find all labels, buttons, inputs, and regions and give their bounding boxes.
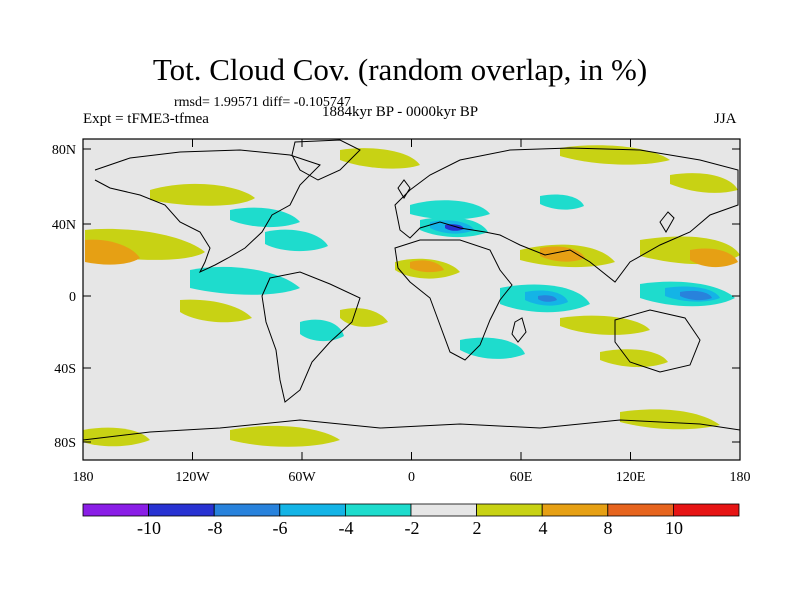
colorbar-box [344,503,412,517]
colorbar-label: -2 [405,518,420,538]
lat-tick-label: 80N [52,143,76,158]
coast-uk [397,179,411,199]
anomaly-patch-neg-s-atl [460,337,525,359]
anomaly-patch-pos-antarctic-1 [230,425,340,447]
season-label: JJA [714,111,737,127]
anomaly-patch-orange-india [540,246,585,262]
colorbar-label: 2 [473,518,482,538]
coast-greenland [291,139,361,181]
coast-japan [659,211,675,233]
period-label: 1884kyr BP - 0000kyr BP [322,104,479,120]
stats-label: rmsd= 1.99571 diff= -0.105747 [174,95,351,110]
anomaly-patch-neg-n-atl [265,229,328,252]
coast-australia [614,309,701,373]
experiment-label: Expt = tFME3-tfmea [83,111,209,127]
colorbar-labels: -10 -8 -6 -4 -2 2 4 8 10 [137,518,683,538]
anomaly-patch-orange-sahel [410,260,444,273]
colorbar-box [673,503,740,517]
anomaly-fields [83,145,740,447]
lat-tick-label: 40N [52,218,76,233]
lat-tick-label: 80S [54,436,76,451]
anomaly-patch-neg-europe [410,200,490,220]
anomaly-patch-pos-siberia [670,173,738,193]
lon-tick-label: 180 [73,470,94,485]
colorbar-label: -4 [339,518,354,538]
lat-ticks [83,148,740,443]
colorbar-box [148,503,215,517]
anomaly-patch-pos-antarctic-3 [620,409,720,430]
coast-north-america [94,149,321,274]
anomaly-patch-neg-amazon [300,319,344,342]
lon-tick-label: 120W [175,470,210,485]
colorbar-label: 8 [604,518,613,538]
colorbar-label: -8 [208,518,223,538]
anomaly-patch-pos-s-indian [560,315,650,335]
colorbar-label: 4 [539,518,548,538]
anomaly-patch-pos-antarctic-2 [83,427,150,447]
lat-tick-label: 40S [54,362,76,377]
plot-title: Tot. Cloud Cov. (random overlap, in %) [152,52,648,87]
anomaly-patch-dblue-w-pac [680,290,712,301]
coast-africa [394,239,513,361]
map-panel: 180 120W 60W 0 60E 120E 180 80N 40N 0 40… [52,138,751,485]
anomaly-patch-neg-n-pacific [230,207,300,228]
colorbar-boxes [82,503,740,517]
coast-antarctica [82,419,741,441]
lat-tick-label: 0 [69,290,76,305]
lon-tick-labels: 180 120W 60W 0 60E 120E 180 [73,470,751,485]
lon-tick-label: 60E [510,470,533,485]
colorbar-box [410,503,477,517]
anomaly-patch-neg-siberia [540,194,584,210]
anomaly-patch-pos-n-pacific [150,183,255,206]
lon-ticks [82,139,741,460]
coastlines [82,139,741,441]
coast-madagascar [511,317,527,343]
colorbar-label: -6 [273,518,288,538]
anomaly-patch-pos-trop-pac [180,299,252,323]
anomaly-patch-dblue-med [445,224,464,231]
colorbar-box [279,503,346,517]
lat-tick-labels: 80N 40N 0 40S 80S [52,143,76,451]
colorbar-label: 10 [665,518,683,538]
colorbar-box [476,503,543,517]
lon-tick-label: 0 [408,470,415,485]
anomaly-patch-orange-w-pacific [690,248,738,268]
lon-tick-label: 120E [616,470,646,485]
colorbar-label: -10 [137,518,161,538]
anomaly-patch-neg-e-trop-pac [190,266,300,295]
coast-eurasia [394,147,739,283]
lon-tick-label: 60W [288,470,316,485]
colorbar-box [541,503,609,517]
colorbar-box [82,503,149,517]
colorbar-box [607,503,674,517]
anomaly-patch-orange-e-pacific [85,239,140,265]
anomaly-patch-pos-n-atl [340,148,420,169]
anomaly-patch-pos-s-pacific [600,349,668,368]
coast-south-america [261,271,361,403]
anomaly-patch-dblue-indian [538,295,557,302]
colorbar: -10 -8 -6 -4 -2 2 4 8 10 [82,503,740,538]
colorbar-box [213,503,281,517]
lon-tick-label: 180 [730,470,751,485]
